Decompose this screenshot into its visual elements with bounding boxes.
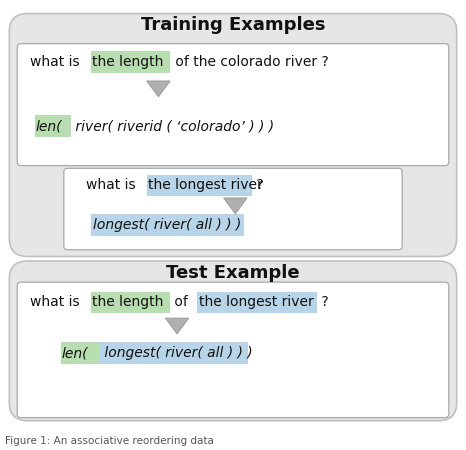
Text: longest( river( all ) ) ): longest( river( all ) ) ) xyxy=(93,218,241,232)
FancyBboxPatch shape xyxy=(17,44,449,166)
Text: the length: the length xyxy=(92,55,164,69)
Bar xyxy=(91,51,170,73)
Polygon shape xyxy=(147,81,170,97)
Text: the length: the length xyxy=(92,295,164,310)
Text: Training Examples: Training Examples xyxy=(141,16,325,34)
Text: what is: what is xyxy=(86,178,140,193)
Bar xyxy=(197,292,317,313)
Text: len(: len( xyxy=(36,119,62,133)
Text: of the colorado river ?: of the colorado river ? xyxy=(171,55,329,69)
Text: of: of xyxy=(170,295,192,310)
Bar xyxy=(91,292,170,313)
Text: what is: what is xyxy=(30,55,84,69)
Text: len(: len( xyxy=(62,346,89,360)
Polygon shape xyxy=(165,318,189,334)
FancyBboxPatch shape xyxy=(9,261,457,421)
Text: what is: what is xyxy=(30,295,84,310)
Bar xyxy=(35,115,71,137)
Text: the longest river: the longest river xyxy=(199,295,313,310)
Bar xyxy=(91,214,244,236)
Text: Figure 1: An associative reordering data: Figure 1: An associative reordering data xyxy=(5,436,213,446)
FancyBboxPatch shape xyxy=(9,14,457,256)
Text: ?: ? xyxy=(252,178,263,193)
Text: longest( river( all ) ) ): longest( river( all ) ) ) xyxy=(100,346,253,360)
Bar xyxy=(61,342,99,364)
Bar xyxy=(147,175,252,196)
Text: river( riverid ( ‘colorado’ ) ) ): river( riverid ( ‘colorado’ ) ) ) xyxy=(71,119,274,133)
Bar xyxy=(99,342,248,364)
Text: the longest river: the longest river xyxy=(148,178,263,193)
Text: ?: ? xyxy=(317,295,329,310)
FancyBboxPatch shape xyxy=(17,282,449,418)
Text: Test Example: Test Example xyxy=(166,264,300,282)
FancyBboxPatch shape xyxy=(64,168,402,250)
Polygon shape xyxy=(224,198,247,214)
